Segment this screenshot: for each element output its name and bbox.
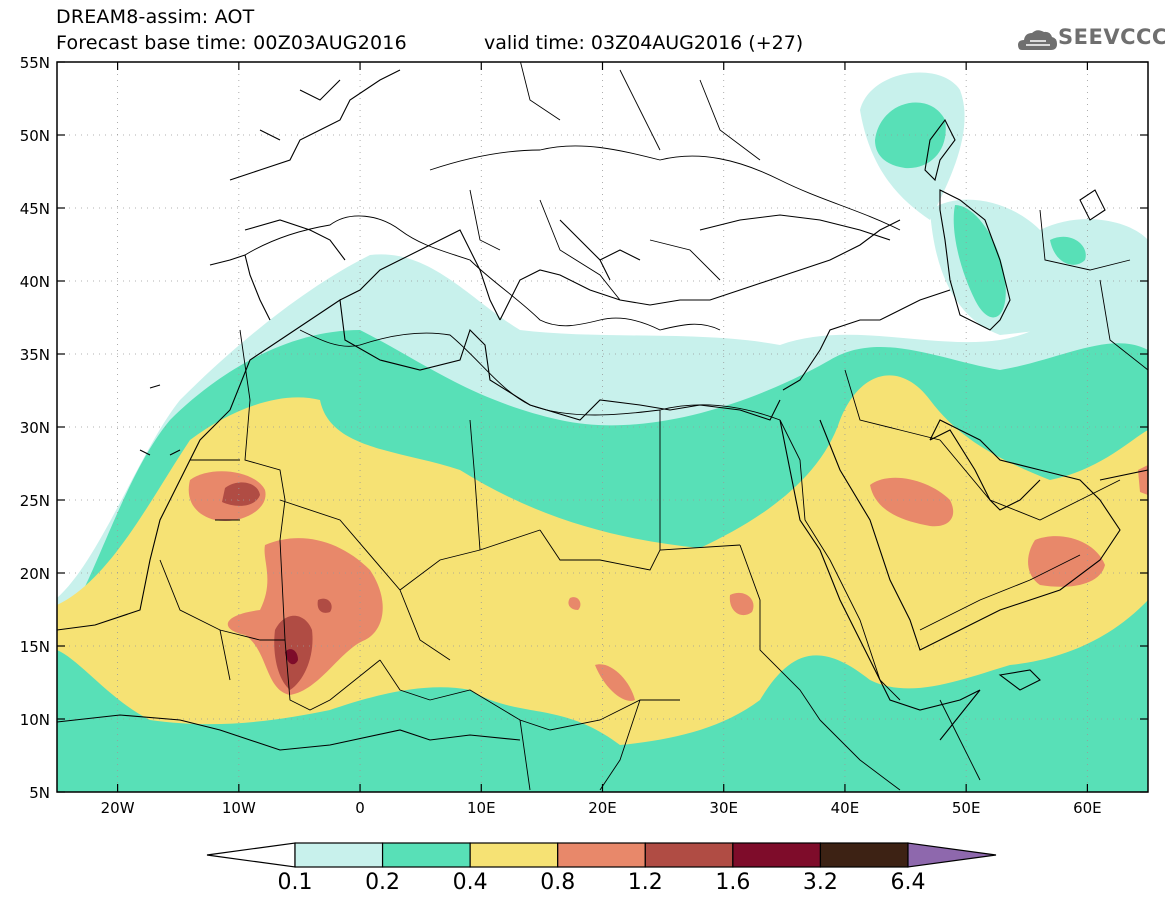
colorbar-level-label: 0.1 [277, 870, 313, 895]
colorbar-level-label: 3.2 [802, 870, 838, 895]
lat-label: 5N [29, 784, 50, 802]
lat-label: 30N [20, 419, 50, 437]
lon-label: 30E [709, 799, 738, 817]
lon-label: 20W [101, 799, 135, 817]
valid-time: valid time: 03Z04AUG2016 (+27) [484, 32, 804, 54]
colorbar-swatch [557, 842, 646, 868]
colorbar-over-arrow [907, 842, 997, 868]
lon-label: 40E [831, 799, 860, 817]
country-borders [159, 62, 1148, 791]
lat-label: 35N [20, 346, 50, 364]
lon-label: 0 [355, 799, 365, 817]
axis-ticks [57, 61, 1148, 793]
colorbar-level-label: 6.4 [890, 870, 926, 895]
colorbar-level-label: 0.8 [540, 870, 576, 895]
colorbar-level-label: 0.4 [452, 870, 488, 895]
lat-label: 25N [20, 492, 50, 510]
lon-label: 20E [588, 799, 617, 817]
coastlines [57, 69, 1148, 751]
lat-label: 45N [20, 200, 50, 218]
map-title: DREAM8-assim: AOT [56, 6, 255, 28]
lon-label: 60E [1073, 799, 1102, 817]
colorbar-swatch [732, 842, 822, 868]
lat-label: 10N [20, 711, 50, 729]
logo-text: SEEVCCC [1058, 25, 1165, 49]
lon-label: 10E [467, 799, 496, 817]
lat-label: 55N [20, 54, 50, 72]
colorbar-swatch [469, 842, 559, 868]
cloud-icon [1018, 30, 1057, 50]
colorbar-level-label: 1.2 [627, 870, 663, 895]
colorbar-swatch [819, 842, 909, 868]
longitude-labels: 20W 10W 0 10E 20E 30E 40E 50E 60E [101, 799, 1102, 817]
lat-label: 40N [20, 273, 50, 291]
lon-label: 10W [222, 799, 256, 817]
aot-field [57, 62, 1148, 792]
colorbar-swatch [294, 842, 384, 868]
lon-label: 50E [952, 799, 981, 817]
colorbar-swatch [644, 842, 734, 868]
forecast-base-time: Forecast base time: 00Z03AUG2016 [56, 32, 407, 54]
colorbar-under-arrow [206, 842, 296, 868]
lat-label: 15N [20, 638, 50, 656]
colorbar-level-label: 1.6 [715, 870, 751, 895]
lat-label: 50N [20, 127, 50, 145]
latitude-labels: 55N 50N 45N 40N 35N 30N 25N 20N 15N 10N 5N [20, 54, 50, 802]
lat-label: 20N [20, 565, 50, 583]
colorbar [206, 842, 997, 868]
colorbar-level-label: 0.2 [365, 870, 401, 895]
colorbar-swatch [381, 842, 471, 868]
